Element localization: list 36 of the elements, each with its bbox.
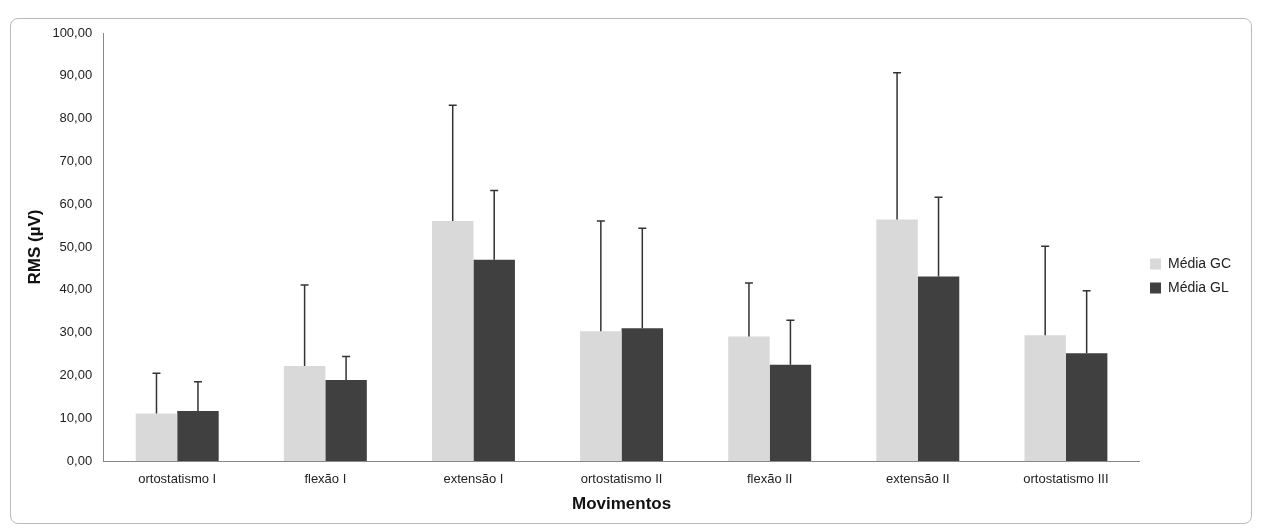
x-tick-label: extensão I (443, 471, 504, 487)
x-tick-label: ortostatismo II (580, 471, 663, 487)
y-tick-label: 90,00 (59, 67, 93, 83)
bar (728, 336, 770, 461)
x-tick-label: ortostatismo I (138, 471, 217, 487)
bar (876, 219, 918, 461)
x-tick-label: ortostatismo III (1023, 471, 1109, 487)
bar (1065, 353, 1108, 461)
x-tick-label: flexão I (304, 471, 347, 487)
bar (283, 365, 326, 461)
bar (1024, 335, 1066, 461)
y-tick-label: 100,00 (52, 24, 93, 40)
bar (473, 259, 515, 461)
bar (431, 220, 474, 461)
y-tick-label: 70,00 (59, 152, 93, 168)
y-tick-label: 80,00 (59, 110, 93, 126)
y-axis-title: RMS (µV) (24, 209, 44, 285)
y-tick-label: 20,00 (59, 366, 93, 382)
legend-label: Média GL (1167, 278, 1229, 295)
bar (917, 276, 960, 461)
y-tick-label: 30,00 (59, 324, 93, 340)
x-tick-label: flexão II (746, 471, 793, 487)
bar (580, 331, 622, 461)
y-tick-label: 40,00 (59, 281, 93, 297)
bar (769, 364, 812, 461)
bar (621, 328, 664, 461)
y-tick-label: 10,00 (59, 409, 93, 425)
legend-label: Média GC (1167, 254, 1232, 271)
bar (135, 413, 178, 461)
bar (325, 380, 367, 461)
y-tick-label: 50,00 (59, 238, 93, 254)
x-axis-title: Movimentos (571, 494, 672, 514)
y-tick-label: 60,00 (59, 195, 93, 211)
bar (177, 410, 219, 461)
y-tick-label: 0,00 (66, 452, 93, 468)
x-tick-label: extensão II (886, 471, 950, 487)
